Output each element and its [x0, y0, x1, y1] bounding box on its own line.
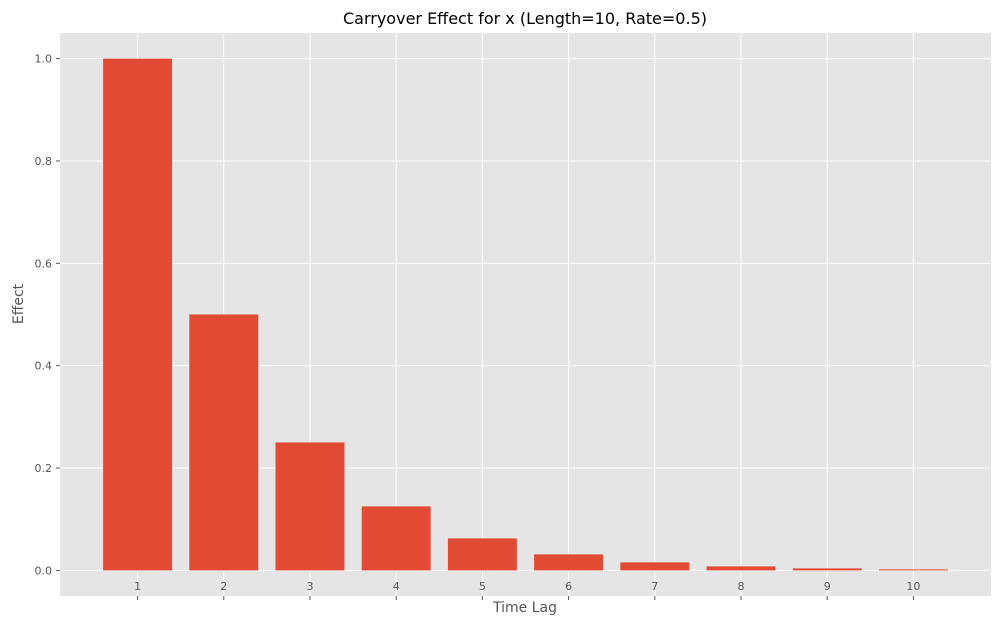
bar — [878, 569, 948, 571]
bar — [447, 538, 517, 571]
bar — [361, 506, 431, 571]
y-ticks: 0.0 0.2 0.4 0.6 0.8 1.0 — [35, 53, 60, 577]
y-tick-label: 0.4 — [35, 360, 53, 373]
bar — [792, 568, 862, 571]
x-tick-label: 6 — [565, 580, 572, 593]
x-tick-label: 7 — [651, 580, 658, 593]
x-tick-label: 5 — [479, 580, 486, 593]
x-tick-label: 4 — [393, 580, 400, 593]
x-ticks: 1 2 3 4 5 6 7 8 9 10 — [134, 580, 920, 600]
x-tick-label: 3 — [306, 580, 313, 593]
y-tick-label: 0.0 — [35, 564, 53, 577]
chart-title: Carryover Effect for x (Length=10, Rate=… — [343, 9, 707, 28]
bar — [706, 566, 776, 571]
bar — [103, 58, 173, 571]
y-axis-label: Effect — [11, 283, 27, 324]
x-axis-label: Time Lag — [492, 600, 557, 616]
y-tick-label: 0.6 — [35, 257, 53, 270]
x-tick-label: 10 — [906, 580, 920, 593]
y-tick-label: 1.0 — [35, 53, 53, 66]
y-tick-label: 0.2 — [35, 462, 53, 475]
bar — [534, 554, 604, 571]
x-tick-label: 9 — [824, 580, 831, 593]
bar — [620, 562, 690, 571]
bars — [103, 58, 948, 571]
bar — [275, 442, 345, 571]
x-tick-label: 2 — [220, 580, 227, 593]
y-tick-label: 0.8 — [35, 155, 53, 168]
bar — [189, 314, 259, 571]
x-tick-label: 1 — [134, 580, 141, 593]
x-tick-label: 8 — [738, 580, 745, 593]
